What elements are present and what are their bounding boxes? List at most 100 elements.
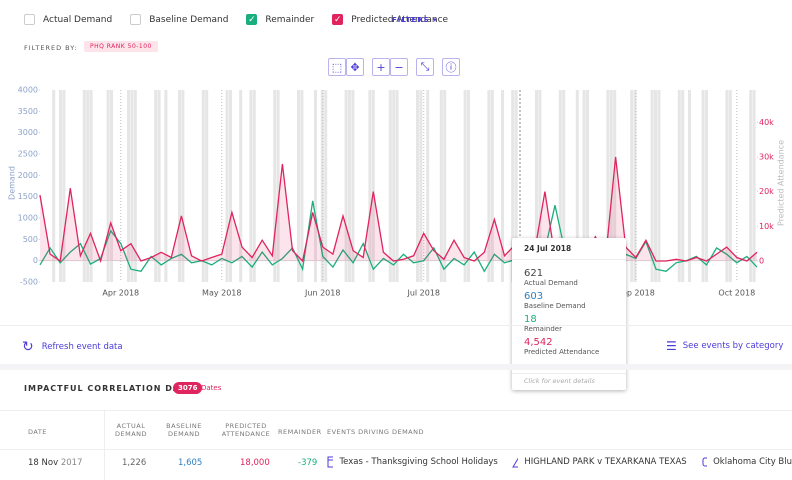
shaded-band <box>110 90 113 282</box>
x-tick-label: Jun 2018 <box>304 289 340 298</box>
shaded-band <box>633 90 637 282</box>
tooltip-value: 4,542 <box>524 337 553 348</box>
shaded-band <box>749 90 753 282</box>
date: 18 Nov <box>28 458 59 468</box>
y-tick-label: 4000 <box>18 86 38 95</box>
shaded-band <box>657 90 661 282</box>
shaded-band <box>239 90 243 282</box>
shaded-band <box>630 90 634 282</box>
categories-link[interactable]: ☰ See events by category <box>666 339 783 353</box>
shaded-band <box>752 90 756 282</box>
pan[interactable]: ✥ <box>346 58 364 76</box>
zoom-in[interactable]: + <box>372 58 390 76</box>
chart: Demand Predicted Attendance -500 0 500 1000… <box>8 86 786 298</box>
shaded-band <box>463 90 467 282</box>
event[interactable]: Oklahoma City Blu <box>713 457 792 467</box>
col-divider <box>104 410 105 480</box>
filters-button[interactable]: FILTERS ▾ <box>392 16 438 24</box>
legend-item[interactable]: Actual Demand <box>24 14 112 25</box>
cell-date: 18 Nov 2017 <box>28 458 82 468</box>
shaded-band <box>229 90 232 282</box>
shaded-band <box>681 90 685 282</box>
cell-predicted: 18,000 <box>240 458 270 468</box>
shaded-band <box>89 90 93 282</box>
shaded-band <box>467 90 470 282</box>
shaded-band <box>351 90 355 282</box>
y2-tick-label: 40k <box>759 118 774 127</box>
y-tick-label: 0 <box>33 256 38 265</box>
shaded-band <box>677 90 681 282</box>
shaded-band <box>300 90 304 282</box>
shaded-band <box>535 90 538 282</box>
shaded-band <box>62 90 66 282</box>
event[interactable]: Texas - Thanksgiving School Holidays <box>339 457 498 467</box>
shaded-band <box>348 90 351 282</box>
y2-tick-label: 0 <box>759 257 764 266</box>
row-line <box>0 449 792 450</box>
reset[interactable]: ⤡ <box>416 58 434 76</box>
shaded-band <box>701 90 705 282</box>
list-icon: ☰ <box>666 339 677 353</box>
shaded-band <box>314 90 317 282</box>
x-tick-label: Oct 2018 <box>718 289 755 298</box>
shaded-band <box>419 90 423 282</box>
count-label: Dates <box>201 384 222 392</box>
info[interactable]: ⓘ <box>442 58 460 76</box>
shaded-band <box>443 90 447 282</box>
legend-item[interactable]: ✓ Predicted Attendance <box>332 14 448 25</box>
shaded-band <box>130 90 134 282</box>
shaded-band <box>324 90 328 282</box>
shaded-band <box>654 90 657 282</box>
shaded-band <box>487 90 491 282</box>
shaded-band <box>133 90 137 282</box>
tooltip-label: Predicted Attendance <box>524 348 600 356</box>
tooltip-label: Remainder <box>524 325 562 333</box>
shaded-band <box>297 90 300 282</box>
shaded-band <box>157 90 161 282</box>
legend-item[interactable]: ✓ Remainder <box>246 14 314 25</box>
shaded-band <box>201 90 205 282</box>
shaded-bands <box>52 90 756 282</box>
shaded-band <box>154 90 158 282</box>
shaded-band <box>52 90 56 282</box>
zoom-select[interactable]: ⬚ <box>328 58 346 76</box>
event[interactable]: HIGHLAND PARK v TEXARKANA TEXAS <box>524 457 687 467</box>
shaded-band <box>392 90 396 282</box>
shaded-band <box>575 90 579 282</box>
shaded-band <box>205 90 209 282</box>
checkbox <box>130 14 142 25</box>
legend-item[interactable]: Baseline Demand <box>130 14 228 25</box>
filtered-by: FILTERED BY: <box>24 44 78 52</box>
calendar-icon <box>327 456 334 468</box>
y-tick-label: 3000 <box>18 128 38 137</box>
th-baseline: BASELINE DEMAND <box>166 422 202 438</box>
shaded-band <box>249 90 253 282</box>
shaded-band <box>86 90 90 282</box>
tooltip-footer: Click for event details <box>512 373 626 388</box>
sport-icon <box>702 457 708 467</box>
count-badge: 3076 <box>173 382 203 394</box>
filter-tag[interactable]: PHQ RANK 50-100 <box>84 41 158 52</box>
y-tick-label: -500 <box>20 278 38 287</box>
refresh-link[interactable]: ↻ Refresh event data <box>22 339 123 355</box>
line <box>39 156 758 264</box>
x-tick-label: Sep 2018 <box>617 289 655 298</box>
y2-axis-title: Predicted Attendance <box>777 140 786 226</box>
tooltip-value: 603 <box>524 291 544 302</box>
shaded-band <box>586 90 589 282</box>
toolbar: ⬚ ✥ + − ⤡ ⓘ <box>328 58 460 76</box>
divider <box>0 325 792 326</box>
zoom-out[interactable]: − <box>390 58 408 76</box>
shaded-band <box>388 90 392 282</box>
tooltip-items: 621 Actual Demand 603 Baseline Demand 18 Rema… <box>512 260 626 360</box>
y-tick-label: 1000 <box>18 214 38 223</box>
categories-text: See events by category <box>682 341 784 351</box>
year: 2017 <box>60 458 83 468</box>
shaded-band <box>371 90 375 282</box>
filters-label: FILTERS <box>392 16 430 24</box>
y-tick-label: 2000 <box>18 171 38 180</box>
shaded-band <box>59 90 62 282</box>
y2-tick-label: 30k <box>759 152 774 161</box>
legend-label: Baseline Demand <box>149 14 229 25</box>
